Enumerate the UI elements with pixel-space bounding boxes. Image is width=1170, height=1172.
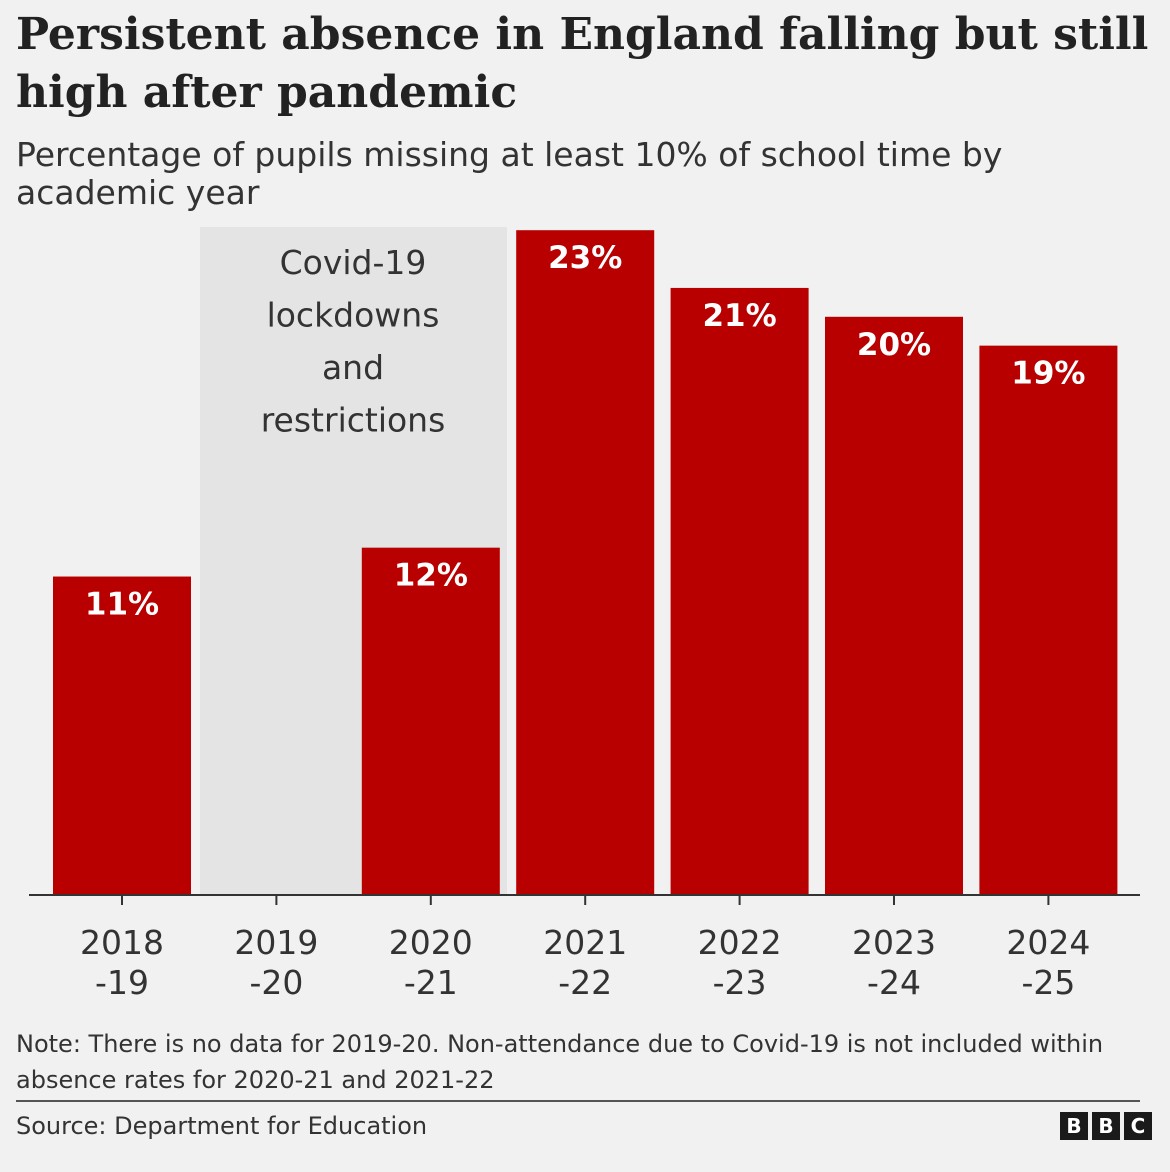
x-tick-label: 2020	[389, 923, 473, 962]
x-tick-label: 2018	[80, 923, 164, 962]
bar-value-label: 20%	[857, 327, 931, 363]
annotation-text: Covid-19	[280, 243, 427, 282]
annotation-text: and	[322, 348, 384, 387]
x-tick-label: 2019	[234, 923, 318, 962]
x-tick-label: 2021	[543, 923, 627, 962]
bar-value-label: 21%	[702, 298, 776, 334]
bbc-logo-letter: B	[1060, 1112, 1088, 1140]
bar-value-label: 19%	[1011, 356, 1085, 392]
bar	[361, 547, 500, 894]
source-text: Source: Department for Education	[16, 1112, 428, 1140]
x-tick-label: 2024	[1006, 923, 1090, 962]
x-tick-label: -24	[867, 963, 921, 1002]
chart-note: Note: There is no data for 2019-20. Non-…	[16, 1030, 1104, 1094]
bar	[979, 345, 1118, 894]
bbc-logo: B B C	[1060, 1112, 1152, 1140]
bar-value-label: 11%	[85, 587, 159, 623]
bbc-logo-letter: B	[1092, 1112, 1120, 1140]
annotation-text: lockdowns	[267, 296, 440, 335]
annotation-text: restrictions	[261, 401, 446, 440]
x-tick-label: 2022	[698, 923, 782, 962]
x-tick-label: -23	[713, 963, 767, 1002]
bar	[516, 230, 655, 895]
chart-title: Persistent absence in England falling bu…	[16, 9, 1149, 118]
x-tick-label: -22	[558, 963, 612, 1002]
x-tick-label: -21	[404, 963, 458, 1002]
bar	[825, 316, 963, 895]
bar	[670, 287, 809, 894]
bar-value-label: 12%	[394, 558, 468, 594]
chart-subtitle: Percentage of pupils missing at least 10…	[16, 135, 1003, 212]
bar	[53, 576, 191, 894]
footer-divider	[16, 1100, 1140, 1102]
x-tick-label: -20	[249, 963, 303, 1002]
x-tick-label: -25	[1021, 963, 1075, 1002]
bar-chart: Covid-19 lockdowns and restrictions 11% 12% 23…	[29, 227, 1140, 1002]
x-tick-label: 2023	[852, 923, 936, 962]
x-tick-label: -19	[95, 963, 149, 1002]
bar-value-label: 23%	[548, 240, 622, 276]
bbc-logo-letter: C	[1124, 1112, 1152, 1140]
